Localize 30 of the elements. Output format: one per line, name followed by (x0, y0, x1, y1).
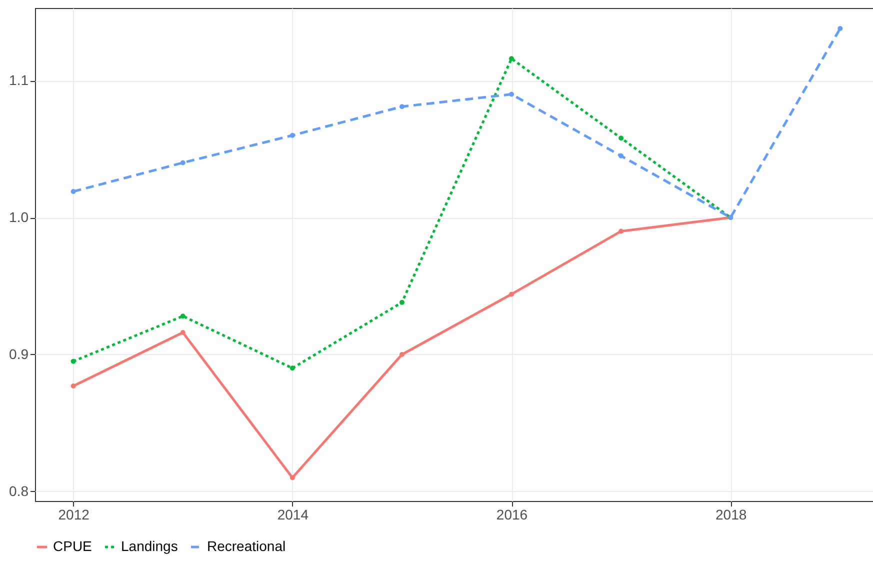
y-tick-label: 1.1 (9, 72, 29, 88)
y-tick-label: 0.9 (9, 346, 29, 362)
x-tick-label: 2014 (277, 506, 309, 522)
point (290, 366, 295, 371)
x-tick-label: 2016 (496, 506, 528, 522)
point (509, 292, 514, 297)
point (618, 136, 624, 141)
point (180, 160, 186, 166)
y-tick-label: 0.8 (9, 482, 29, 499)
legend-label: Landings (121, 538, 178, 554)
point (180, 314, 186, 319)
point (618, 153, 624, 158)
point (838, 26, 843, 32)
point (70, 383, 76, 388)
point (290, 475, 295, 480)
x-tick-label: 2018 (716, 506, 747, 522)
point (399, 104, 404, 110)
point (180, 330, 186, 336)
point (290, 132, 295, 138)
legend-label: Recreational (207, 538, 286, 554)
point (399, 300, 404, 305)
point (70, 358, 76, 364)
point (399, 352, 404, 357)
point (509, 92, 514, 97)
point (70, 189, 76, 194)
legend-label: CPUE (53, 538, 92, 554)
x-tick-label: 2012 (58, 506, 90, 522)
point (618, 228, 624, 234)
point (509, 56, 514, 62)
y-tick-label: 1.0 (9, 209, 29, 226)
